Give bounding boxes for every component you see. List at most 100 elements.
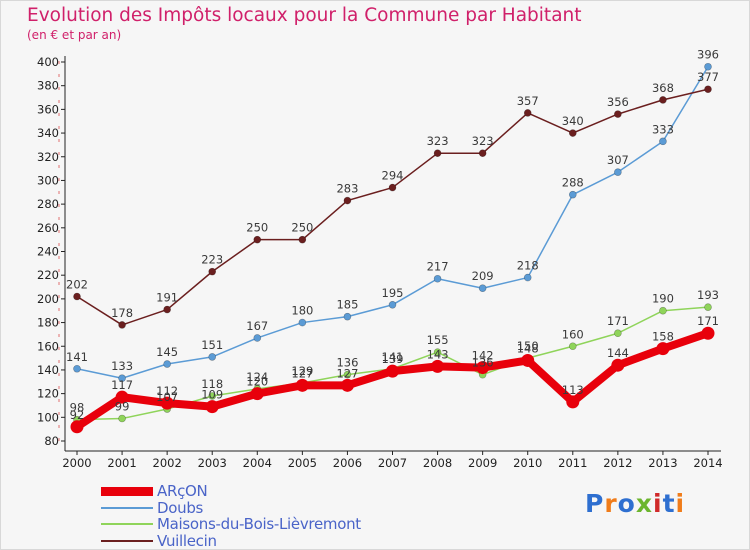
- data-point: [388, 300, 397, 309]
- data-label: 250: [291, 221, 313, 235]
- data-point: [656, 342, 670, 356]
- data-label: 136: [472, 356, 494, 370]
- data-point: [433, 348, 442, 356]
- data-label: 127: [336, 366, 358, 380]
- data-label: 158: [652, 330, 674, 344]
- data-point: [521, 353, 535, 367]
- logo-letter: i: [653, 489, 663, 518]
- x-tick-label: 2010: [513, 456, 542, 470]
- data-label: 98: [70, 401, 85, 415]
- legend-item-doubs[interactable]: Doubs: [101, 499, 361, 517]
- data-point: [205, 400, 219, 414]
- data-label: 357: [517, 94, 539, 108]
- data-point: [431, 359, 445, 373]
- x-tick-label: 2006: [333, 456, 362, 470]
- data-point: [704, 303, 712, 311]
- data-label: 107: [156, 390, 178, 404]
- data-label: 155: [427, 333, 449, 347]
- data-label: 99: [115, 399, 130, 413]
- y-tick-label: 240: [37, 245, 59, 259]
- data-point: [115, 390, 129, 404]
- data-point: [343, 312, 352, 321]
- x-tick-label: 2012: [603, 456, 632, 470]
- data-label: 294: [382, 169, 404, 183]
- data-point: [386, 364, 399, 378]
- data-point: [701, 326, 715, 340]
- logo-letter: o: [617, 489, 636, 518]
- legend-label: ARçON: [157, 482, 208, 501]
- data-label: 218: [517, 259, 539, 273]
- data-label: 396: [697, 48, 719, 62]
- data-label: 124: [246, 370, 268, 384]
- data-label: 141: [382, 350, 404, 364]
- x-tick-label: 2009: [468, 456, 497, 470]
- data-label: 368: [652, 81, 674, 95]
- data-label: 190: [652, 292, 674, 306]
- y-tick-label: 260: [37, 221, 59, 235]
- data-point: [523, 273, 532, 282]
- series-line: [76, 65, 709, 379]
- data-label: 160: [562, 327, 584, 341]
- data-label: 356: [607, 95, 629, 109]
- data-label: 148: [517, 341, 539, 355]
- data-point: [704, 85, 712, 94]
- x-tick-label: 2008: [423, 456, 452, 470]
- y-tick-label: 280: [37, 197, 59, 211]
- legend-item-arcon[interactable]: ARçON: [101, 482, 361, 501]
- legend-swatch-maisons: [101, 523, 153, 526]
- proxiti-logo[interactable]: Proxiti: [585, 489, 685, 518]
- data-point: [566, 395, 580, 409]
- logo-letter: i: [675, 489, 686, 518]
- data-point: [73, 292, 81, 301]
- y-tick-label: 360: [37, 102, 59, 116]
- data-label: 118: [201, 377, 223, 391]
- data-label: 92: [70, 408, 85, 422]
- data-label: 171: [697, 314, 719, 328]
- chart-title: Evolution des Impôts locaux pour la Comm…: [27, 5, 582, 26]
- data-point: [568, 129, 577, 137]
- data-label: 167: [246, 319, 268, 333]
- data-label: 150: [517, 339, 539, 353]
- y-tick-label: 200: [37, 292, 59, 306]
- data-point: [659, 96, 667, 104]
- x-tick-label: 2004: [243, 456, 272, 470]
- x-tick-label: 2003: [198, 456, 227, 470]
- data-point: [208, 267, 217, 276]
- data-point: [478, 149, 487, 157]
- data-label: 193: [697, 288, 719, 302]
- y-tick-label: 180: [37, 316, 59, 330]
- y-tick-label: 160: [37, 339, 59, 353]
- logo-letter: r: [604, 489, 618, 518]
- data-point: [614, 168, 622, 176]
- data-label: 142: [472, 349, 494, 363]
- x-tick-label: 2007: [378, 456, 407, 470]
- data-label: 141: [66, 350, 88, 364]
- legend-label: Maisons-du-Bois-Lièvremont: [157, 515, 361, 534]
- data-label: 288: [562, 176, 584, 190]
- data-point: [388, 183, 397, 192]
- legend-item-maisons[interactable]: Maisons-du-Bois-Lièvremont: [101, 515, 361, 534]
- logo-letter: t: [662, 489, 676, 518]
- data-point: [163, 360, 171, 368]
- data-label: 323: [427, 134, 449, 148]
- data-label: 377: [697, 70, 719, 84]
- data-point: [208, 353, 217, 361]
- x-tick-label: 2014: [693, 456, 722, 470]
- logo-letter: x: [635, 489, 653, 518]
- data-point: [433, 274, 442, 283]
- data-point: [478, 284, 487, 293]
- x-tick-label: 2005: [288, 456, 317, 470]
- data-label: 323: [472, 134, 494, 148]
- data-point: [611, 358, 625, 372]
- y-tick-label: 100: [37, 410, 59, 424]
- data-label: 112: [156, 384, 178, 398]
- legend-item-vuillecin[interactable]: Vuillecin: [101, 532, 361, 549]
- data-label: 340: [562, 114, 584, 128]
- chart-subtitle: (en € et par an): [27, 28, 122, 42]
- data-point: [163, 305, 171, 314]
- y-tick-label: 80: [44, 434, 59, 448]
- data-point: [659, 137, 667, 146]
- legend-swatch-vuillecin: [101, 539, 153, 542]
- data-label: 209: [472, 269, 494, 283]
- y-tick-label: 300: [37, 173, 59, 187]
